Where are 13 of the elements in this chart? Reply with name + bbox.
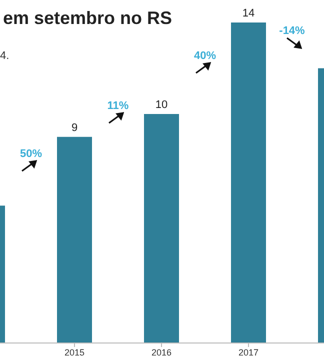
x-tick-label: 2015: [64, 347, 85, 358]
x-tick-label: 2017: [238, 347, 259, 358]
annotation: 50%: [20, 148, 42, 160]
data-label: 10: [155, 99, 168, 112]
annotation: -14%: [279, 25, 305, 37]
data-label: 9: [71, 122, 78, 134]
annotation: 11%: [107, 100, 129, 112]
data-label: 14: [242, 7, 255, 20]
text: 4.: [0, 50, 10, 62]
x-tick-label: 2016: [151, 347, 172, 358]
chart-title: em setembro no RS: [3, 8, 172, 29]
annotation: 40%: [194, 50, 216, 62]
bar: [144, 114, 179, 343]
